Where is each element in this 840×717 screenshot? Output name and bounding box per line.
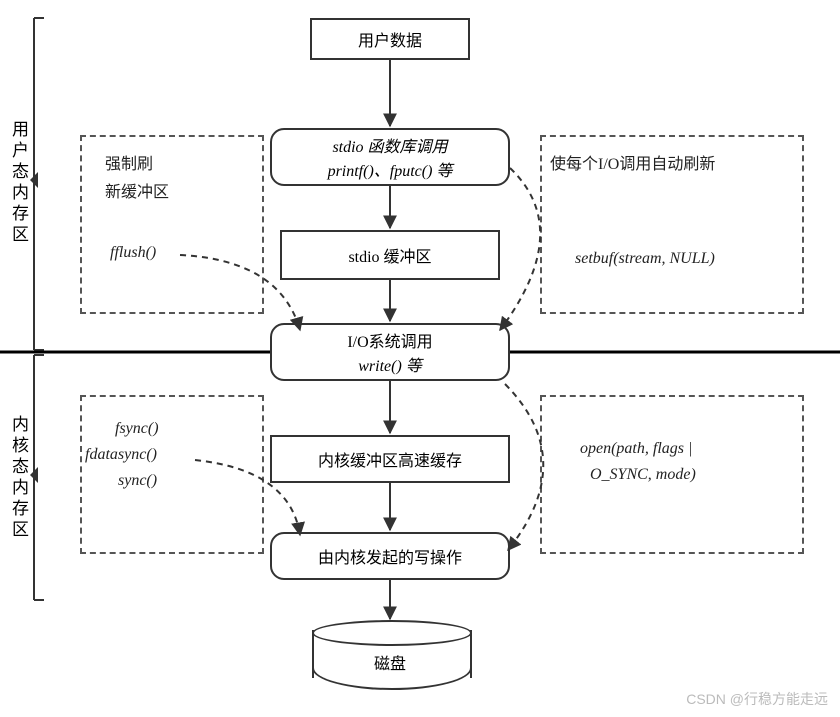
node-stdio-call-l2: printf()、fputc() 等 <box>328 157 453 181</box>
node-disk-label: 磁盘 <box>312 650 468 674</box>
user-zone-label: 用户态内存区 <box>6 120 31 246</box>
node-stdio-call-l1: stdio 函数库调用 <box>332 139 447 156</box>
node-kernel-cache-label: 内核缓冲区高速缓存 <box>318 447 462 471</box>
node-kernel-write: 由内核发起的写操作 <box>270 532 510 580</box>
node-kernel-cache: 内核缓冲区高速缓存 <box>270 435 510 483</box>
node-stdio-buf: stdio 缓冲区 <box>280 230 500 280</box>
label-fdatasync: fdatasync() <box>85 446 157 464</box>
label-fflush: fflush() <box>110 244 156 262</box>
label-force-flush-1: 强制刷 <box>105 150 153 174</box>
label-sync: sync() <box>118 472 157 490</box>
node-io-syscall: I/O系统调用 write() 等 <box>270 323 510 381</box>
kernel-zone-label: 内核态内存区 <box>6 415 31 541</box>
watermark: CSDN @行稳方能走远 <box>686 689 828 709</box>
annot-box-lower-left <box>80 395 264 554</box>
label-open-1: open(path, flags | <box>580 440 692 458</box>
node-disk: 磁盘 <box>312 620 468 690</box>
label-fsync: fsync() <box>115 420 159 438</box>
node-io-syscall-l2: write() 等 <box>358 352 422 376</box>
node-kernel-write-label: 由内核发起的写操作 <box>318 544 462 568</box>
label-force-flush-2: 新缓冲区 <box>105 178 169 202</box>
node-stdio-call: stdio 函数库调用 printf()、fputc() 等 <box>270 128 510 186</box>
io-buffering-diagram: 用户态内存区 内核态内存区 强制刷 新缓冲区 fflush() 使每个I/O调用… <box>0 0 840 717</box>
node-stdio-buf-label: stdio 缓冲区 <box>348 243 431 267</box>
label-open-2: O_SYNC, mode) <box>590 466 696 484</box>
label-auto-flush: 使每个I/O调用自动刷新 <box>550 150 715 174</box>
node-user-data: 用户数据 <box>310 18 470 60</box>
label-setbuf: setbuf(stream, NULL) <box>575 250 715 268</box>
node-user-data-label: 用户数据 <box>358 27 422 51</box>
node-io-syscall-l1: I/O系统调用 <box>347 328 432 352</box>
